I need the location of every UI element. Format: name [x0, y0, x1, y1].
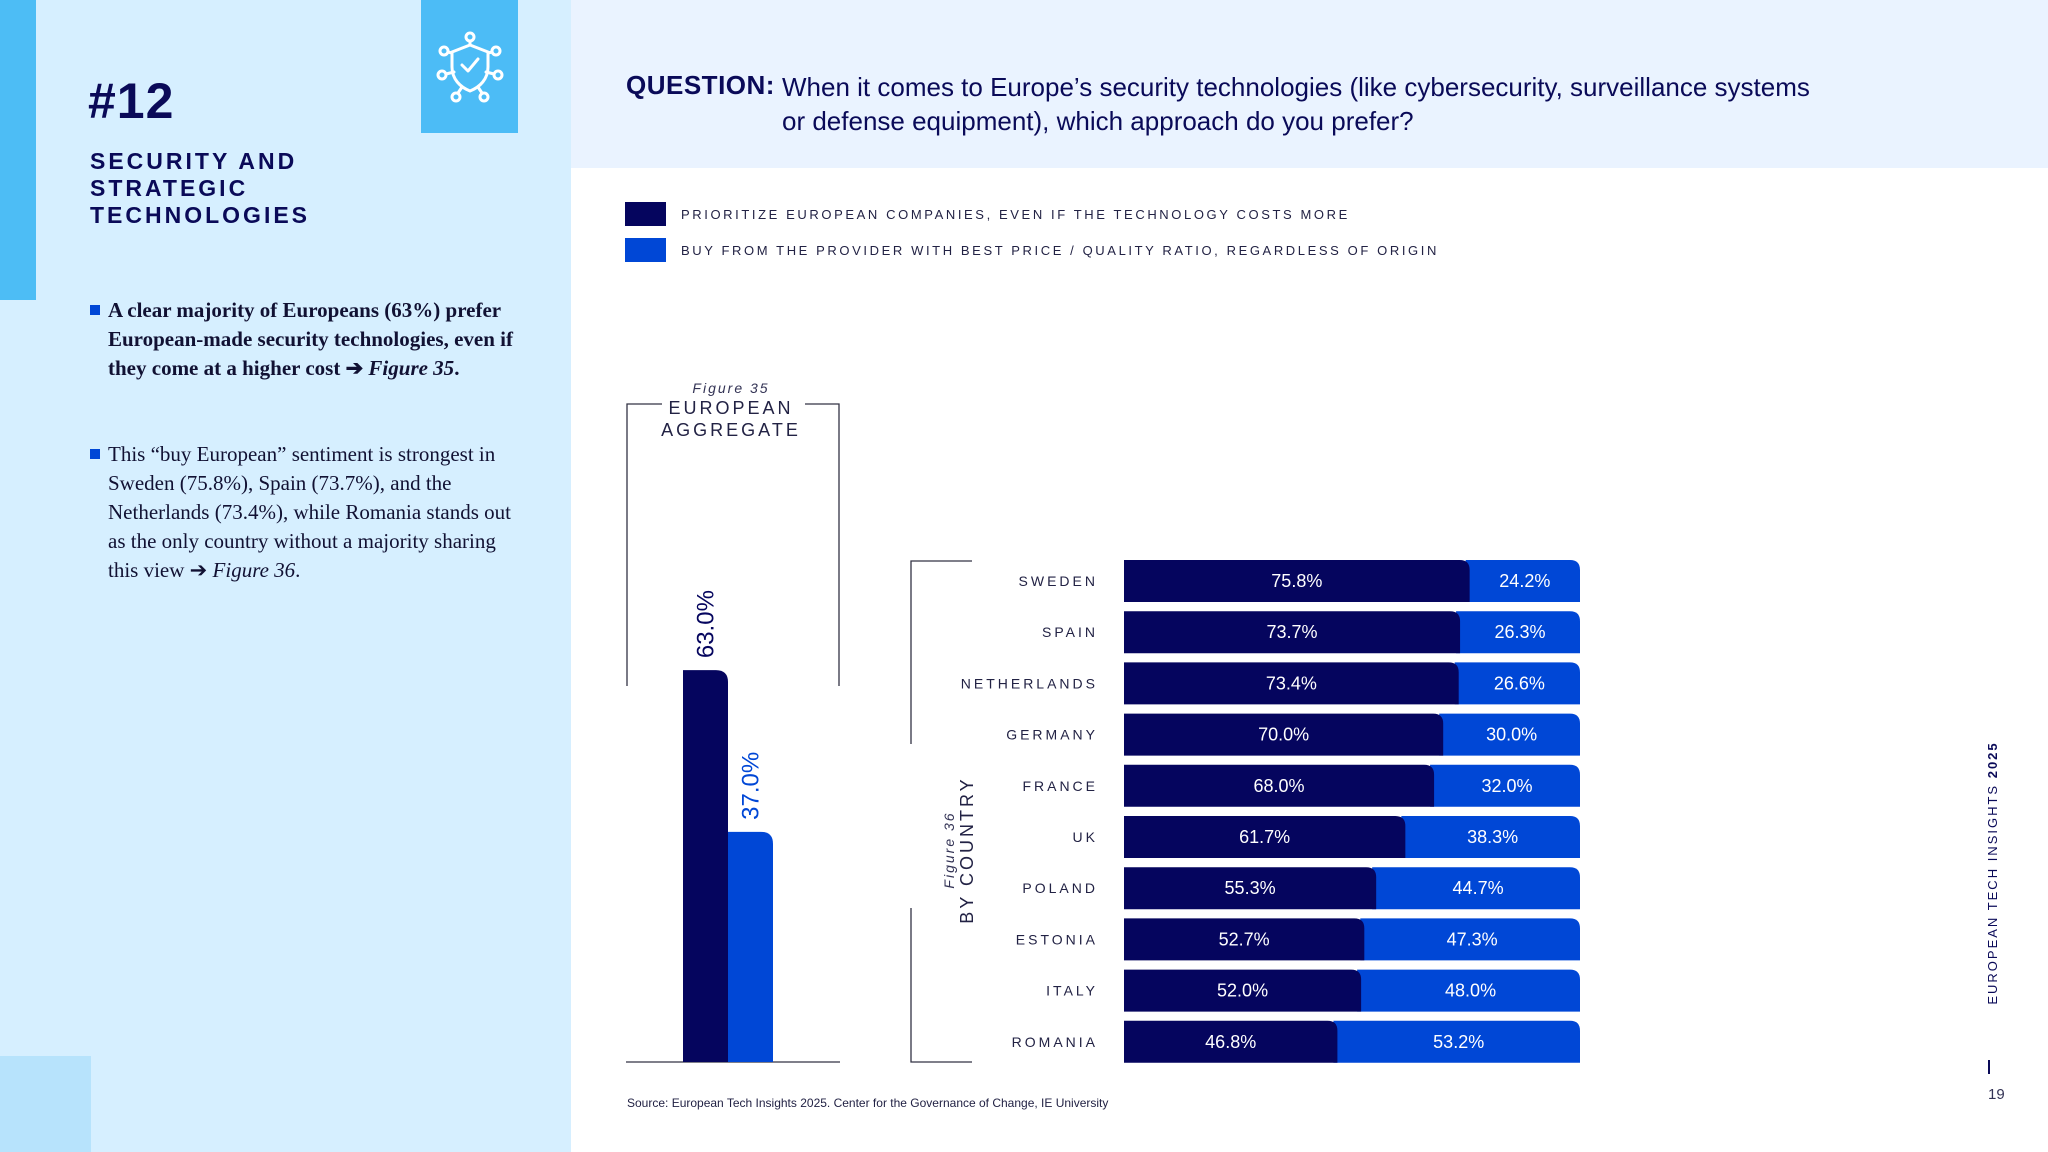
bar-value-prioritize: 75.8%: [1271, 571, 1322, 591]
bar-segment-prioritize: [1124, 969, 1362, 1012]
bullet-point: A clear majority of Europeans (63%) pref…: [90, 296, 520, 383]
bar-segment-prioritize: [1124, 1020, 1338, 1063]
bar-value-best-price: 38.3%: [1467, 827, 1518, 847]
country-label: ITALY: [1046, 983, 1098, 999]
bullet-square-icon: [90, 449, 100, 459]
country-label: FRANCE: [1022, 778, 1098, 794]
fig35-caption: Figure 35: [692, 380, 770, 396]
legend-label-prioritize: PRIORITIZE EUROPEAN COMPANIES, EVEN IF T…: [681, 207, 1350, 222]
bullet-square-icon: [90, 305, 100, 315]
bar-value-best-price: 53.2%: [1433, 1032, 1484, 1052]
left-panel: [0, 0, 571, 1152]
fig35-bracket: [626, 403, 840, 686]
bar-segment-best-price: [1372, 867, 1580, 910]
section-number: #12: [88, 73, 175, 129]
arrow-icon: ➔: [189, 558, 208, 582]
arrow-icon: ➔: [345, 356, 364, 380]
aggregate-bar-prioritize: [683, 670, 728, 1062]
icon-tile: [421, 0, 518, 133]
country-label: UK: [1073, 829, 1098, 845]
question-text: When it comes to Europe’s security techn…: [782, 72, 1810, 136]
country-label: SWEDEN: [1019, 573, 1098, 589]
bar-segment-best-price: [1333, 1020, 1580, 1063]
bullet-text: A clear majority of Europeans (63%) pref…: [108, 298, 513, 380]
bar-value-prioritize: 70.0%: [1258, 725, 1309, 745]
country-label: NETHERLANDS: [961, 675, 1098, 691]
bullet-end: .: [454, 356, 460, 380]
aggregate-value-label: 37.0%: [738, 752, 765, 820]
legend-swatch-best-price: [625, 238, 666, 262]
side-label-text: EUROPEAN TECH INSIGHTS: [1985, 783, 2000, 1005]
bar-segment-prioritize: [1124, 867, 1377, 910]
bar-value-best-price: 30.0%: [1486, 725, 1537, 745]
bar-segment-best-price: [1454, 662, 1580, 705]
bullet-end: .: [295, 558, 301, 582]
country-label: SPAIN: [1042, 624, 1098, 640]
country-label: GERMANY: [1006, 727, 1098, 743]
bar-segment-best-price: [1456, 611, 1580, 654]
bullet-point: This “buy European” sentiment is stronge…: [90, 440, 520, 585]
country-label: POLAND: [1022, 880, 1098, 896]
fig36-caption: Figure 36: [941, 811, 957, 889]
bar-value-best-price: 48.0%: [1445, 981, 1496, 1001]
bar-value-best-price: 44.7%: [1453, 878, 1504, 898]
bar-segment-best-price: [1430, 764, 1580, 807]
fig35-title: EUROPEAN AGGREGATE: [661, 398, 801, 440]
bar-segment-best-price: [1401, 816, 1580, 858]
question-label: QUESTION:: [626, 70, 775, 100]
bar-segment-prioritize: [1124, 560, 1470, 602]
bullet-text: This “buy European” sentiment is stronge…: [108, 442, 511, 582]
bar-segment-prioritize: [1124, 713, 1444, 756]
aggregate-bar-best-price: [728, 831, 773, 1062]
legend-label-best-price: BUY FROM THE PROVIDER WITH BEST PRICE / …: [681, 243, 1439, 258]
bar-value-prioritize: 73.7%: [1267, 622, 1318, 642]
left-bottom-block: [0, 1056, 91, 1152]
side-label: EUROPEAN TECH INSIGHTS 2025: [1985, 713, 2015, 1033]
bar-value-prioritize: 73.4%: [1266, 673, 1317, 693]
shield-circuit-icon: [436, 31, 503, 102]
left-accent-bar: [0, 0, 36, 300]
bar-segment-prioritize: [1124, 764, 1435, 807]
bar-value-prioritize: 46.8%: [1205, 1032, 1256, 1052]
country-label: ROMANIA: [1012, 1034, 1098, 1050]
page-number: 19: [1988, 1086, 2005, 1103]
header-band: [571, 0, 2048, 168]
figure-reference: Figure 36: [212, 558, 296, 582]
bar-segment-best-price: [1465, 560, 1580, 602]
bar-value-prioritize: 68.0%: [1254, 776, 1305, 796]
side-rule: [1988, 1060, 1990, 1074]
bar-value-prioritize: 61.7%: [1239, 827, 1290, 847]
section-title: SECURITY AND STRATEGIC TECHNOLOGIES: [90, 148, 311, 228]
side-label-year: 2025: [1985, 741, 2000, 779]
bar-segment-prioritize: [1124, 816, 1406, 858]
bar-value-best-price: 24.2%: [1499, 571, 1550, 591]
bar-segment-prioritize: [1124, 662, 1459, 705]
source-note: Source: European Tech Insights 2025. Cen…: [627, 1096, 1109, 1110]
bar-value-prioritize: 55.3%: [1225, 878, 1276, 898]
bar-value-best-price: 32.0%: [1482, 776, 1533, 796]
aggregate-value-label: 63.0%: [693, 590, 720, 658]
bar-segment-best-price: [1357, 969, 1580, 1012]
bar-segment-best-price: [1439, 713, 1580, 756]
bar-value-best-price: 26.6%: [1494, 673, 1545, 693]
bar-value-prioritize: 52.7%: [1219, 929, 1270, 949]
bar-segment-prioritize: [1124, 611, 1461, 654]
fig36-title: BY COUNTRY: [957, 776, 977, 924]
bar-value-best-price: 26.3%: [1495, 622, 1546, 642]
bar-value-prioritize: 52.0%: [1217, 981, 1268, 1001]
bar-value-best-price: 47.3%: [1447, 929, 1498, 949]
legend-swatch-prioritize: [625, 202, 666, 226]
figure-reference: Figure 35: [368, 356, 455, 380]
country-label: ESTONIA: [1016, 931, 1098, 947]
fig36-bracket: [910, 560, 972, 1063]
fig36-label: Figure 36 BY COUNTRY: [941, 725, 1001, 975]
bar-segment-prioritize: [1124, 918, 1365, 961]
bar-segment-best-price: [1360, 918, 1580, 961]
